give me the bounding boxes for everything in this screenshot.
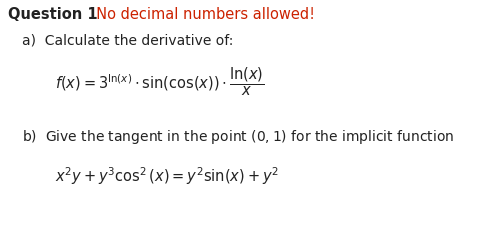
- Text: Question 1: Question 1: [8, 7, 98, 22]
- Text: b)  Give the tangent in the point $(0, 1)$ for the implicit function: b) Give the tangent in the point $(0, 1)…: [22, 127, 454, 145]
- Text: $x^2y + y^3\cos^2(x) = y^2\sin(x) + y^2$: $x^2y + y^3\cos^2(x) = y^2\sin(x) + y^2$: [55, 164, 279, 186]
- Text: $f(x) = 3^{\mathrm{ln}(x)} \cdot \sin(\cos(x)) \cdot \dfrac{\mathrm{ln}(x)}{x}$: $f(x) = 3^{\mathrm{ln}(x)} \cdot \sin(\c…: [55, 65, 265, 97]
- Text: a)  Calculate the derivative of:: a) Calculate the derivative of:: [22, 33, 233, 47]
- Text: No decimal numbers allowed!: No decimal numbers allowed!: [87, 7, 315, 22]
